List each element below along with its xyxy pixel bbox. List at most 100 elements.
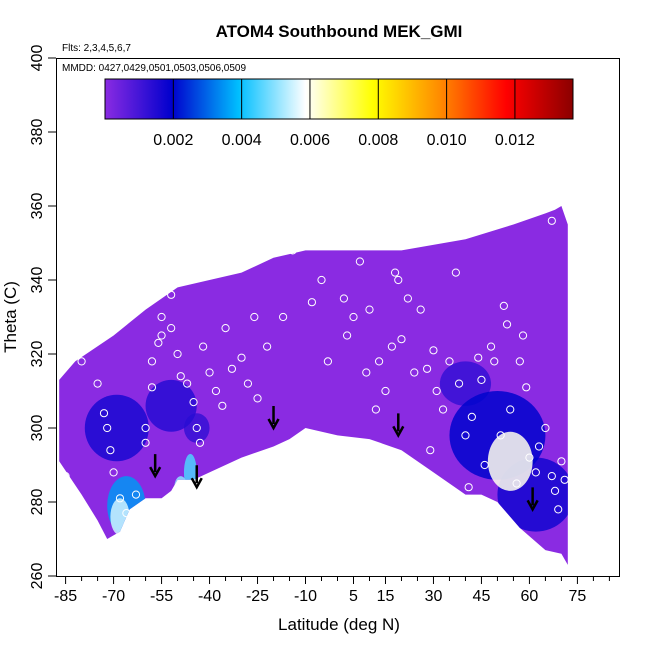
observation-point <box>490 357 499 366</box>
observation-point <box>167 290 176 299</box>
observation-point <box>547 216 556 225</box>
observation-point <box>525 453 534 462</box>
x-tick-label: 15 <box>377 588 395 605</box>
flight-arrow <box>392 413 405 438</box>
heatmap-feature <box>487 431 533 491</box>
observation-point <box>227 364 237 373</box>
observation-point <box>432 386 441 396</box>
colorbar-scale <box>104 78 574 120</box>
x-tick-label: -40 <box>198 588 221 605</box>
colorbar-tick-label: 0.008 <box>358 132 398 149</box>
observation-point <box>541 423 550 433</box>
observation-point <box>445 357 454 366</box>
heatmap-feature <box>174 476 188 499</box>
observation-point <box>554 505 563 514</box>
observation-point <box>205 368 214 377</box>
y-tick-label: 280 <box>29 489 46 516</box>
observation-point <box>122 508 131 518</box>
observation-point <box>506 405 515 414</box>
observation-point <box>279 312 288 322</box>
observation-point <box>515 357 524 366</box>
observation-point <box>486 342 496 351</box>
observation-point <box>534 442 544 451</box>
observation-point <box>477 375 486 384</box>
observation-point <box>250 312 259 322</box>
colorbar-ticks: 0.002 0.004 0.006 0.008 0.010 0.012 <box>153 79 535 149</box>
observation-point <box>243 379 253 388</box>
observation-point <box>147 383 157 392</box>
heatmap-domain <box>59 206 568 565</box>
observation-point <box>502 320 512 329</box>
observation-point <box>557 457 566 466</box>
observation-point <box>157 331 166 340</box>
observation-point <box>464 483 473 492</box>
observation-point <box>99 409 109 418</box>
colorbar-tick-label: 0.012 <box>495 132 535 149</box>
x-tick-label: 30 <box>425 588 443 605</box>
observation-point <box>147 357 157 366</box>
observation-point <box>550 486 560 495</box>
observation-point <box>237 353 246 362</box>
observation-point <box>141 423 150 433</box>
observation-point <box>416 305 425 314</box>
flight-arrow <box>190 465 203 490</box>
observation-point <box>176 372 185 381</box>
observation-point <box>192 423 201 433</box>
dates-note: MMDD: 0427,0429,0501,0503,0506,0509 <box>62 63 246 74</box>
observation-point <box>109 468 118 477</box>
observation-point <box>199 342 208 351</box>
observation-point <box>422 364 432 373</box>
observation-point <box>397 335 406 344</box>
heatmap-feature <box>145 379 197 432</box>
observation-point <box>454 379 464 388</box>
flight-arrows <box>149 406 539 512</box>
x-tick-label: -70 <box>102 588 125 605</box>
observation-point <box>167 324 176 333</box>
observation-point <box>394 275 403 285</box>
flight-arrow <box>149 454 162 479</box>
observation-point <box>429 346 438 355</box>
heatmap-feature <box>439 361 492 406</box>
observation-point <box>333 231 342 240</box>
observation-point <box>355 257 364 266</box>
observation-point <box>349 312 358 322</box>
x-axis: -85 -70 -55 -40 -25 -10 5 15 30 45 60 75 <box>54 576 610 605</box>
chart-title: ATOM4 Southbound MEK_GMI <box>216 22 463 41</box>
colorbar-tick-label: 0.010 <box>427 132 467 149</box>
observation-points <box>61 216 569 518</box>
y-tick-label: 340 <box>29 267 46 294</box>
observation-point <box>106 446 115 455</box>
x-tick-label: 60 <box>521 588 539 605</box>
observation-point <box>387 342 396 351</box>
observation-point <box>560 475 569 484</box>
observation-point <box>263 342 272 351</box>
observation-point <box>381 386 390 396</box>
observation-point <box>451 268 460 277</box>
observation-point <box>426 446 435 455</box>
y-axis-label: Theta (C) <box>1 281 20 353</box>
heatmap-layer <box>59 206 568 565</box>
observation-point <box>461 431 470 440</box>
flight-arrow <box>526 487 539 512</box>
observation-point <box>288 246 297 255</box>
observation-point <box>77 357 86 366</box>
x-tick-label: 5 <box>349 588 358 605</box>
x-tick-label: -85 <box>54 588 77 605</box>
observation-point <box>499 301 508 310</box>
colorbar: 0.002 0.004 0.006 0.008 0.010 0.012 <box>104 78 574 149</box>
observation-point <box>103 423 112 433</box>
observation-point <box>547 472 556 481</box>
observation-point <box>365 305 374 314</box>
y-axis: 260 280 300 320 340 360 380 400 <box>29 45 56 589</box>
observation-point <box>410 368 419 377</box>
y-tick-label: 300 <box>29 415 46 442</box>
observation-point <box>157 312 166 322</box>
observation-point <box>221 324 230 333</box>
observation-point <box>189 398 198 407</box>
observation-point <box>438 405 448 414</box>
observation-point <box>362 368 371 377</box>
observation-point <box>173 349 182 359</box>
observation-point <box>154 338 163 347</box>
y-tick-label: 320 <box>29 341 46 368</box>
